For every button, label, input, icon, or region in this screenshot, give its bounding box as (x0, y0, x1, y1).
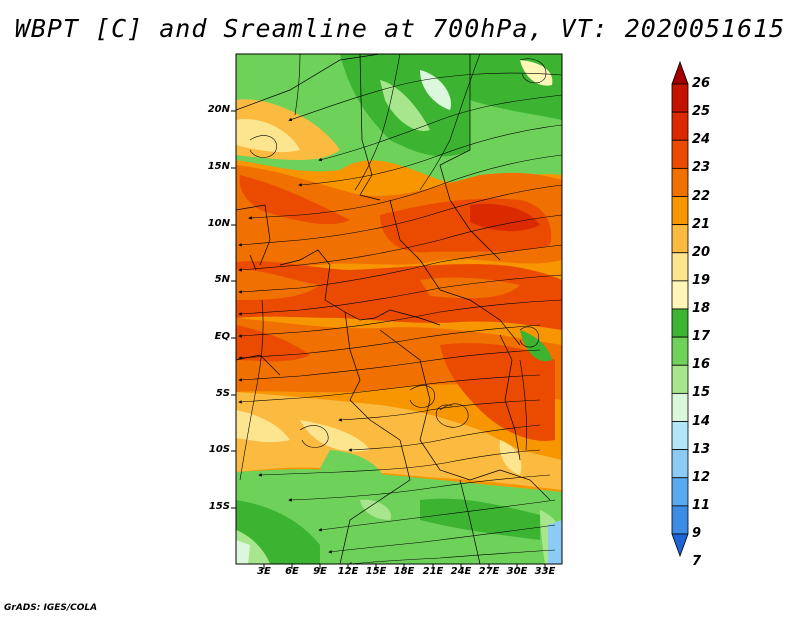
colorbar-label: 16 (692, 357, 711, 373)
colorbar-label: 23 (692, 160, 711, 176)
colorbar-swatch (671, 449, 689, 479)
colorbar-label: 19 (692, 272, 711, 288)
lon-label-27e: 27E (478, 566, 500, 577)
lat-label-5n: 5N (214, 274, 230, 285)
colorbar-swatch (671, 505, 689, 535)
lat-label-10s: 10S (208, 444, 230, 455)
lat-label-15s: 15S (208, 501, 230, 512)
colorbar-swatch (671, 139, 689, 169)
lat-label-eq: EQ (214, 331, 230, 342)
colorbar-swatch (671, 167, 689, 197)
colorbar-swatch (671, 111, 689, 141)
colorbar-label: 18 (692, 301, 711, 316)
colorbar-label: 12 (692, 469, 711, 485)
map-frame (235, 53, 563, 565)
lon-label-30e: 30E (506, 566, 528, 577)
streamlines (238, 54, 562, 564)
colorbar-label: 25 (692, 104, 711, 120)
colorbar-bottom-arrow (671, 533, 689, 558)
colorbar-swatch (671, 196, 689, 226)
colorbar-swatch (671, 336, 689, 366)
colorbar-label: 21 (692, 216, 711, 232)
colorbar-swatch (671, 421, 689, 451)
lon-label-6e: 6E (285, 566, 299, 577)
colorbar-label: 26 (692, 76, 711, 91)
lon-label-3e: 3E (257, 566, 271, 577)
lat-label-10n: 10N (207, 218, 230, 229)
lon-label-9e: 9E (313, 566, 327, 577)
colorbar-swatch (671, 392, 689, 422)
grads-credit: GrADS: IGES/COLA (4, 603, 98, 613)
lon-label-33e: 33E (534, 566, 556, 577)
colorbar-swatch (671, 364, 689, 394)
colorbar-top-arrow (671, 60, 689, 85)
colorbar-label: 24 (692, 132, 711, 148)
colorbar-label: 17 (692, 329, 711, 345)
longitude-ticks (263, 564, 546, 569)
colorbar-label: 14 (692, 413, 711, 429)
lon-label-12e: 12E (337, 566, 359, 577)
lat-label-5s: 5S (215, 388, 230, 399)
lon-label-21e: 21E (422, 566, 444, 577)
lon-label-24e: 24E (450, 566, 472, 577)
latitude-ticks (231, 110, 236, 509)
lon-label-15e: 15E (365, 566, 387, 577)
map-title: WBPT [C] and Sreamline at 700hPa, VT: 20… (14, 14, 786, 43)
colorbar-swatch (671, 83, 689, 113)
wbpt-shaded-field (236, 54, 562, 564)
lon-label-18e: 18E (393, 566, 415, 577)
colorbar-label: 11 (692, 497, 711, 513)
lat-label-15n: 15N (207, 161, 230, 172)
colorbar-swatch (671, 308, 689, 338)
colorbar-label: 20 (692, 244, 711, 260)
colorbar-label: 7 (692, 554, 702, 570)
colorbar (671, 60, 689, 558)
lat-label-20n: 20N (207, 104, 230, 115)
colorbar-label: 13 (692, 441, 711, 457)
country-borders (236, 54, 551, 564)
colorbar-label: 9 (692, 526, 702, 541)
colorbar-swatch (671, 252, 689, 282)
colorbar-swatch (671, 224, 689, 254)
colorbar-label: 15 (692, 385, 711, 401)
colorbar-swatch (671, 280, 689, 310)
colorbar-swatch (671, 477, 689, 507)
colorbar-label: 22 (692, 188, 711, 204)
